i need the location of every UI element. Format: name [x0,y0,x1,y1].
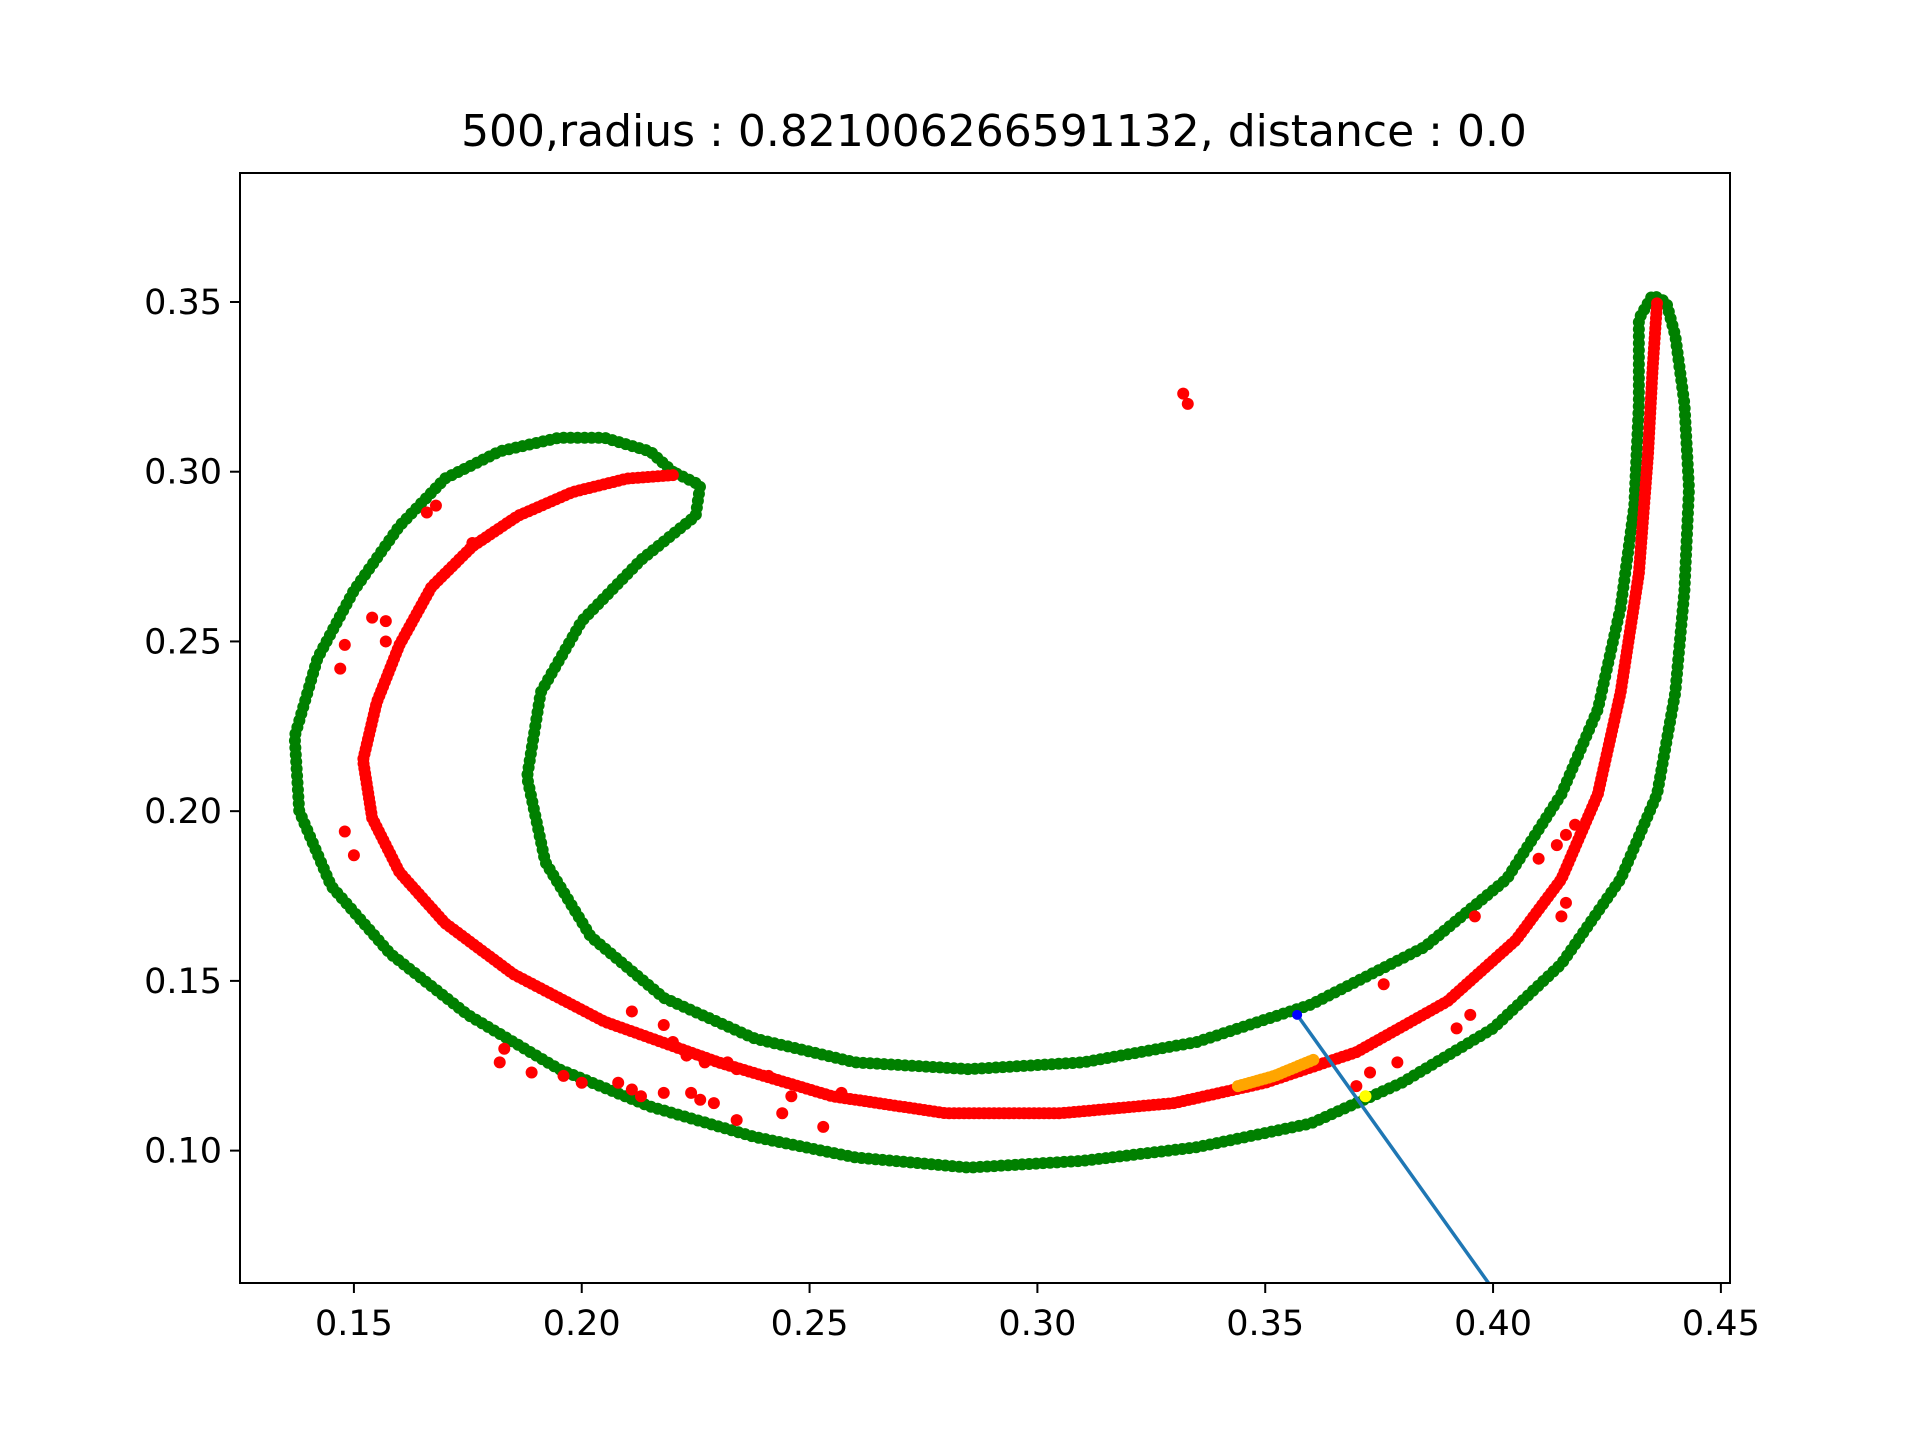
y-tick-label: 0.35 [144,283,222,323]
scattered-point [379,615,392,628]
scattered-point [575,1076,588,1089]
scattered-point [657,1019,670,1032]
scattered-point [1464,1008,1477,1021]
scattered-point [657,1086,670,1099]
scattered-point [557,1069,570,1082]
x-tick-label: 0.15 [315,1304,393,1344]
scattered-point [785,1090,798,1103]
scattered-point [338,825,351,838]
scattered-point [1364,1066,1377,1079]
axes-frame [239,172,1731,1284]
y-tick-label: 0.20 [144,792,222,832]
scattered-point [612,1076,625,1089]
scattered-point [721,1056,734,1069]
highlight-segment-series [1231,1053,1320,1093]
chart-title: 500,radius : 0.821006266591132, distance… [461,106,1527,157]
y-tick-label: 0.15 [144,962,222,1002]
highlight-segment-point [1307,1053,1320,1066]
scattered-point [420,506,433,519]
scattered-point [776,1107,789,1120]
scattered-point [634,1090,647,1103]
centerline-point [1651,297,1664,310]
scattered-point [366,611,379,624]
scattered-point [1550,839,1563,852]
scattered-point [625,1083,638,1096]
scattered-point [498,1042,511,1055]
direction-line [1295,1013,1490,1283]
y-tick-label: 0.10 [144,1132,222,1172]
scattered-point [730,1063,743,1076]
scattered-point [625,1005,638,1018]
scattered-point [817,1120,830,1133]
scattered-point [1450,1022,1463,1035]
x-tick-label: 0.25 [771,1304,849,1344]
scattered-point [1350,1080,1363,1093]
scattered-point [698,1056,711,1069]
highlight-point [1359,1090,1372,1103]
scattered-point [525,1066,538,1079]
x-tick-label: 0.40 [1454,1304,1532,1344]
x-tick-label: 0.20 [543,1304,621,1344]
x-axis: 0.15 0.20 0.25 0.30 0.35 0.40 0.45 [315,1283,1760,1344]
scattered-point [680,1049,693,1062]
scattered-point [1468,910,1481,923]
plot-marks [288,291,1695,1283]
scattered-point [379,635,392,648]
scattered-point [1181,397,1194,410]
scattered-point [1559,896,1572,909]
scattered-point [1555,910,1568,923]
y-tick-label: 0.30 [144,453,222,493]
x-tick-label: 0.45 [1682,1304,1760,1344]
scattered-point [347,849,360,862]
scattered-point [835,1086,848,1099]
scattered-point [1377,978,1390,991]
scattered-point [466,537,479,549]
scattered-point [666,1035,679,1048]
outer-boundary-series [288,291,1695,1174]
scattered-series [334,387,1582,1133]
scattered-point [429,499,442,512]
scattered-point [707,1097,720,1110]
scattered-point [685,1086,698,1099]
scattered-point [493,1056,506,1069]
scattered-point [1391,1056,1404,1069]
scattered-point [334,662,347,675]
y-axis: 0.10 0.15 0.20 0.25 0.30 0.35 [144,283,240,1172]
x-tick-label: 0.35 [1226,1304,1304,1344]
scattered-point [1569,818,1582,831]
scattered-point [694,1093,707,1106]
x-tick-label: 0.30 [998,1304,1076,1344]
y-tick-label: 0.25 [144,622,222,662]
line-start-point [1292,1009,1303,1020]
scattered-point [1177,387,1190,400]
scattered-point [730,1114,743,1127]
centerline-series [357,297,1664,1120]
scattered-point [762,1069,775,1082]
scattered-point [1532,852,1545,865]
scattered-point [1559,828,1572,841]
scattered-point [338,638,351,651]
